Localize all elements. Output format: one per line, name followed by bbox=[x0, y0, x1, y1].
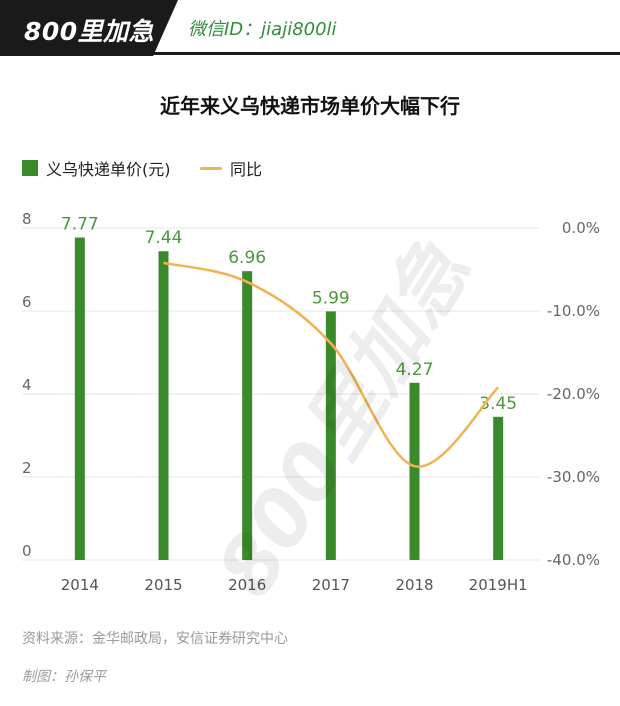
bar-series bbox=[74, 237, 504, 561]
left-tick-label: 0 bbox=[22, 542, 32, 560]
bar-label-2015: 7.44 bbox=[145, 228, 183, 248]
x-axis-ticks: 2014 2015 2016 2017 2018 2019H1 bbox=[61, 576, 528, 594]
x-tick-label: 2017 bbox=[312, 576, 350, 594]
bar-2017 bbox=[325, 311, 336, 560]
chart-title: 近年来义乌快递市场单价大幅下行 bbox=[160, 94, 460, 118]
legend-bar-swatch bbox=[22, 160, 38, 176]
legend-line-swatch bbox=[200, 166, 222, 170]
bar-value-labels: 7.777.446.965.994.273.45 bbox=[61, 215, 517, 414]
left-axis-ticks: 0 2 4 6 8 bbox=[22, 210, 32, 560]
bar-2018 bbox=[409, 382, 420, 560]
legend-item-price: 义乌快递单价(元) bbox=[22, 156, 171, 180]
brand-banner bbox=[0, 0, 178, 56]
left-tick-label: 6 bbox=[22, 293, 32, 311]
right-tick-label: -40.0% bbox=[547, 551, 600, 569]
chart-credit: 制图：孙保平 bbox=[22, 669, 106, 685]
brand-logo-text: 800里加急 bbox=[24, 17, 155, 46]
yoy-line bbox=[163, 261, 500, 468]
bar-label-2014: 7.77 bbox=[61, 215, 99, 235]
right-axis-ticks: -40.0% -30.0% -20.0% -10.0% 0.0% bbox=[547, 219, 600, 569]
right-tick-label: -20.0% bbox=[547, 385, 600, 403]
x-tick-label: 2014 bbox=[61, 576, 99, 594]
left-tick-label: 4 bbox=[22, 376, 32, 394]
data-source: 资料来源：金华邮政局，安信证券研究中心 bbox=[22, 631, 288, 647]
bar-2019H1 bbox=[493, 416, 504, 560]
x-tick-label: 2016 bbox=[228, 576, 266, 594]
right-tick-label: -10.0% bbox=[547, 302, 600, 320]
header-bar: 800里加急 微信ID：jiaji800li bbox=[0, 0, 620, 56]
bar-label-2018: 4.27 bbox=[396, 360, 434, 380]
x-tick-label: 2015 bbox=[144, 576, 182, 594]
left-tick-label: 8 bbox=[22, 210, 32, 228]
legend-item-yoy: 同比 bbox=[200, 156, 262, 180]
left-tick-label: 2 bbox=[22, 459, 32, 477]
wechat-id: 微信ID：jiaji800li bbox=[188, 19, 337, 40]
bar-2016 bbox=[242, 271, 253, 560]
x-tick-label: 2019H1 bbox=[469, 576, 528, 594]
x-tick-label: 2018 bbox=[395, 576, 433, 594]
bar-label-2016: 6.96 bbox=[228, 248, 266, 268]
bar-label-2017: 5.99 bbox=[312, 288, 350, 308]
legend-label-yoy: 同比 bbox=[230, 160, 263, 179]
legend-label-price: 义乌快递单价(元) bbox=[46, 160, 171, 179]
grid-lines bbox=[22, 227, 540, 561]
right-tick-label: -30.0% bbox=[547, 468, 600, 486]
header-divider bbox=[150, 52, 620, 55]
bar-2014 bbox=[74, 237, 85, 561]
right-tick-label: 0.0% bbox=[562, 219, 600, 237]
bar-2015 bbox=[158, 251, 169, 561]
